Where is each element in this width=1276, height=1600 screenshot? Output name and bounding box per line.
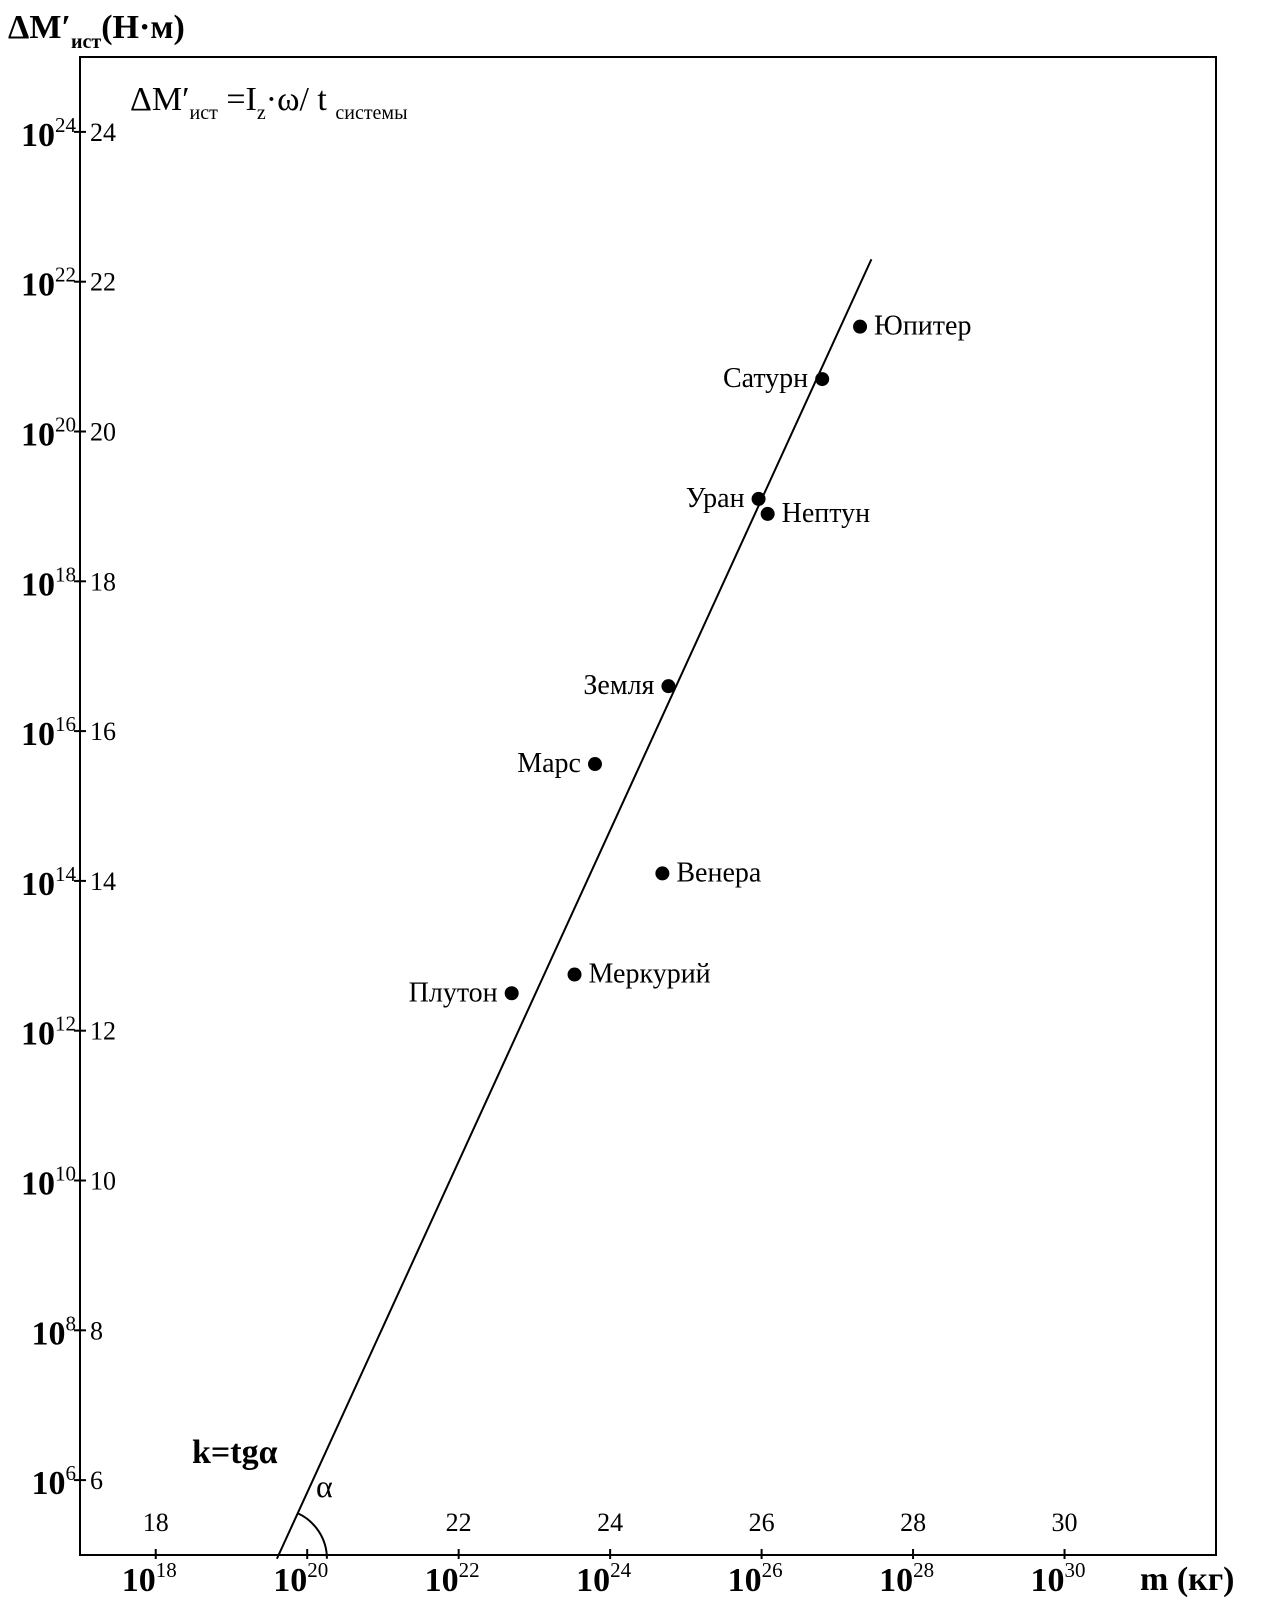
y-tick-label-small: 22	[90, 268, 116, 297]
y-tick-label-small: 12	[90, 1017, 116, 1046]
slope-label: k=tgα	[192, 1434, 278, 1471]
data-point	[661, 679, 676, 694]
y-tick-label: 1020	[21, 413, 76, 454]
x-tick-label: 1024	[576, 1558, 632, 1599]
plot-frame	[79, 56, 1217, 1556]
y-tick-label-small: 6	[90, 1466, 103, 1495]
data-point	[751, 491, 766, 506]
x-tick-label-small: 30	[1052, 1508, 1078, 1537]
fit-line	[275, 258, 873, 1560]
y-tick-label: 1010	[21, 1162, 76, 1203]
y-axis-label-main: ΔM′	[8, 9, 71, 46]
formula: ΔM′ист =Iz·ω/ t системы	[130, 81, 408, 124]
y-axis-label-sub: ист	[71, 31, 101, 53]
y-tick-label: 1012	[21, 1012, 76, 1053]
y-tick-label-small: 20	[90, 418, 116, 447]
x-tick-label: 1028	[879, 1558, 934, 1599]
point-label: Юпитер	[874, 311, 971, 342]
data-point	[587, 757, 602, 772]
data-point	[655, 866, 670, 881]
x-axis-label: m (кг)	[1140, 1561, 1235, 1598]
formula-t-sub: системы	[335, 102, 407, 124]
y-tick-label-small: 24	[90, 118, 116, 147]
y-tick-label: 1022	[21, 263, 76, 304]
y-tick-label: 106	[32, 1461, 77, 1502]
y-axis-label-unit: (Н·м)	[101, 9, 185, 46]
formula-lhs-sub: ист	[190, 102, 219, 124]
x-tick-label-small: 28	[900, 1508, 926, 1537]
y-tick-label-small: 10	[90, 1167, 116, 1196]
angle-arc	[297, 1512, 328, 1559]
point-label: Нептун	[782, 498, 871, 529]
angle-label: α	[316, 1468, 333, 1504]
y-tick-label: 1024	[21, 113, 77, 154]
x-tick-label-small: 22	[446, 1508, 472, 1537]
y-tick-label-small: 14	[90, 867, 116, 896]
formula-mid: ·ω/ t	[266, 81, 336, 118]
x-tick-label: 1030	[1031, 1558, 1086, 1599]
y-tick-label-small: 8	[90, 1316, 103, 1345]
y-tick-label-small: 16	[90, 717, 116, 746]
point-label: Сатурн	[723, 363, 808, 394]
formula-i-sub: z	[257, 102, 266, 124]
x-tick-label: 1018	[122, 1558, 177, 1599]
y-tick-label: 1016	[21, 712, 76, 753]
x-tick-label-small: 26	[749, 1508, 775, 1537]
point-label: Плутон	[409, 977, 498, 1008]
data-point	[567, 967, 582, 982]
x-tick-label: 1026	[728, 1558, 783, 1599]
x-tick-label: 1020	[273, 1558, 328, 1599]
x-tick-label: 1022	[425, 1558, 480, 1599]
formula-lhs: ΔM′	[130, 81, 190, 118]
y-tick-label-small: 18	[90, 567, 116, 596]
y-axis-label: ΔM′ист(Н·м)	[8, 9, 185, 53]
point-label: Меркурий	[589, 959, 711, 990]
data-point	[815, 372, 830, 387]
point-label: Венера	[676, 857, 762, 888]
y-tick-label: 108	[32, 1311, 77, 1352]
x-tick-label-small: 24	[597, 1508, 623, 1537]
data-point	[853, 319, 868, 334]
x-tick-label-small: 18	[143, 1508, 169, 1537]
point-label: Земля	[583, 670, 654, 701]
data-point	[504, 986, 519, 1001]
formula-eq: =I	[218, 81, 257, 118]
data-point	[760, 506, 775, 521]
y-tick-label: 1018	[21, 562, 76, 603]
point-label: Уран	[686, 483, 745, 514]
y-tick-label: 1014	[21, 862, 77, 903]
point-label: Марс	[517, 748, 581, 779]
